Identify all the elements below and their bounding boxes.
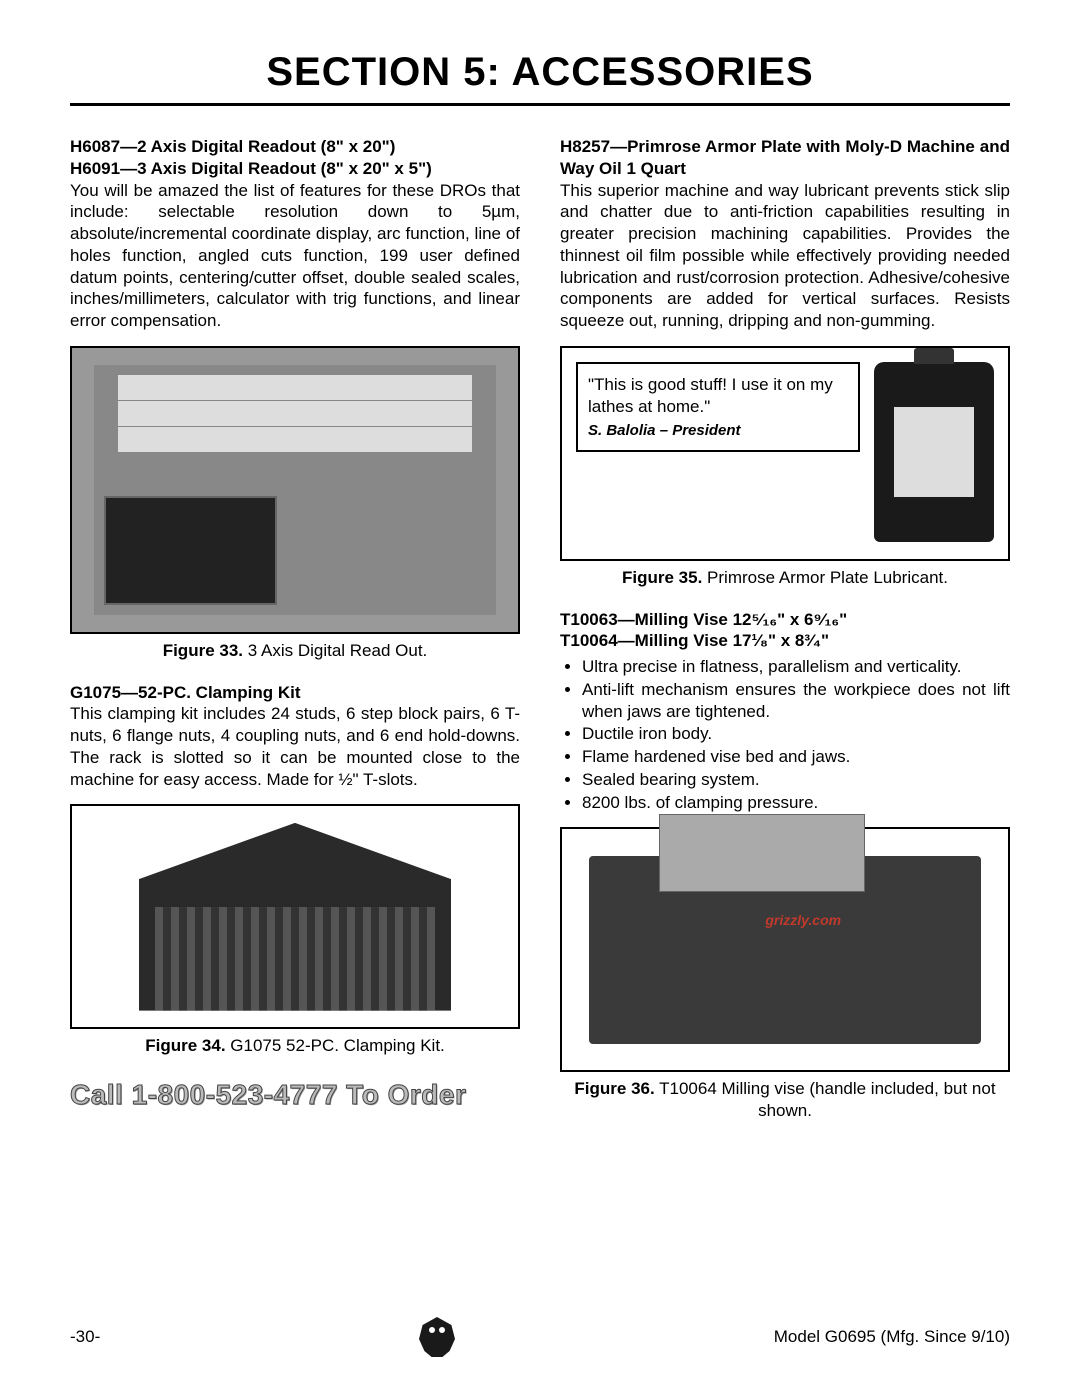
bullet-item: Ductile iron body. (582, 723, 1010, 745)
fig36-text: T10064 Milling vise (handle included, bu… (655, 1079, 996, 1120)
section-title: SECTION 5: ACCESSORIES (70, 50, 1010, 95)
bear-logo-icon (419, 1317, 455, 1357)
clamping-kit-icon (139, 823, 451, 1011)
bullet-item: Anti-lift mechanism ensures the workpiec… (582, 679, 1010, 723)
model-info: Model G0695 (Mfg. Since 9/10) (774, 1327, 1010, 1347)
figure-35-image: "This is good stuff! I use it on my lath… (560, 346, 1010, 561)
figure-33-caption: Figure 33. 3 Axis Digital Read Out. (70, 640, 520, 662)
fig36-label: Figure 36. (574, 1079, 654, 1098)
bullet-item: Ultra precise in flatness, parallelism a… (582, 656, 1010, 678)
t10064-heading: T10064—Milling Vise 17¹⁄₈" x 8³⁄₄" (560, 630, 1010, 652)
dro-body-text: You will be amazed the list of features … (70, 180, 520, 332)
fig34-text: G1075 52-PC. Clamping Kit. (226, 1036, 445, 1055)
quote-attribution: S. Balolia – President (588, 421, 848, 440)
figure-34-image (70, 804, 520, 1029)
g1075-body-text: This clamping kit includes 24 studs, 6 s… (70, 703, 520, 790)
figure-36-caption: Figure 36. T10064 Milling vise (handle i… (560, 1078, 1010, 1122)
fig35-label: Figure 35. (622, 568, 702, 587)
content-columns: H6087—2 Axis Digital Readout (8" x 20") … (70, 136, 1010, 1142)
bullet-item: Flame hardened vise bed and jaws. (582, 746, 1010, 768)
g1075-heading: G1075—52-PC. Clamping Kit (70, 682, 520, 704)
page-footer: -30- Model G0695 (Mfg. Since 9/10) (70, 1317, 1010, 1357)
milling-vise-icon: grizzly.com (589, 856, 981, 1044)
right-column: H8257—Primrose Armor Plate with Moly-D M… (560, 136, 1010, 1142)
t10063-heading: T10063—Milling Vise 12⁵⁄₁₆" x 6⁹⁄₁₆" (560, 609, 1010, 631)
milling-vise-bullets: Ultra precise in flatness, parallelism a… (582, 656, 1010, 813)
dro-product-icon (94, 365, 495, 615)
h6091-heading: H6091—3 Axis Digital Readout (8" x 20" x… (70, 158, 520, 180)
figure-36-image: grizzly.com (560, 827, 1010, 1072)
oil-bottle-icon (874, 362, 994, 542)
fig33-text: 3 Axis Digital Read Out. (243, 641, 427, 660)
testimonial-quote-box: "This is good stuff! I use it on my lath… (576, 362, 860, 453)
h6087-heading: H6087—2 Axis Digital Readout (8" x 20") (70, 136, 520, 158)
h8257-heading: H8257—Primrose Armor Plate with Moly-D M… (560, 136, 1010, 180)
bottle-label (894, 407, 974, 497)
figure-34-caption: Figure 34. G1075 52-PC. Clamping Kit. (70, 1035, 520, 1057)
fig35-text: Primrose Armor Plate Lubricant. (702, 568, 948, 587)
quote-text: "This is good stuff! I use it on my lath… (588, 374, 848, 418)
h8257-body-text: This superior machine and way lubricant … (560, 180, 1010, 332)
fig33-label: Figure 33. (163, 641, 243, 660)
bullet-item: 8200 lbs. of clamping pressure. (582, 792, 1010, 814)
page-number: -30- (70, 1327, 100, 1347)
vise-brand-text: grizzly.com (765, 912, 841, 930)
left-column: H6087—2 Axis Digital Readout (8" x 20") … (70, 136, 520, 1142)
bullet-item: Sealed bearing system. (582, 769, 1010, 791)
fig34-label: Figure 34. (145, 1036, 225, 1055)
call-to-order: Call 1-800-523-4777 To Order (70, 1077, 520, 1113)
figure-35-caption: Figure 35. Primrose Armor Plate Lubrican… (560, 567, 1010, 589)
title-rule (70, 103, 1010, 106)
figure-33-image (70, 346, 520, 634)
